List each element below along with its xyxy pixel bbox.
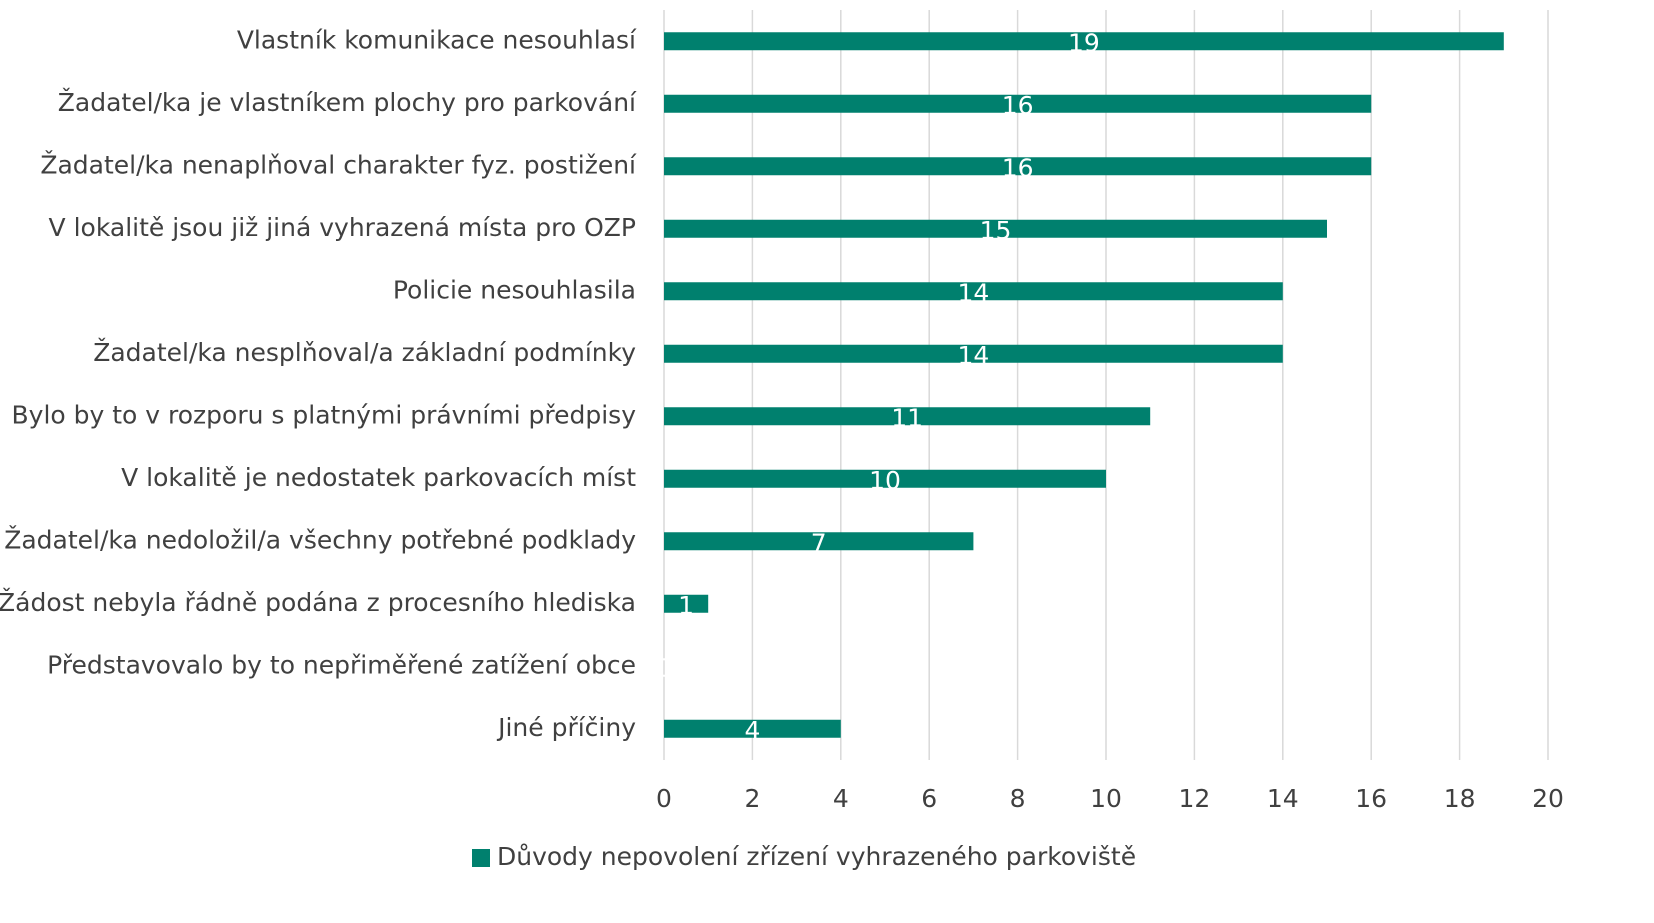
bar — [664, 32, 1504, 51]
bar — [664, 94, 1372, 113]
legend-swatch — [472, 849, 490, 867]
bar — [664, 157, 1372, 176]
x-tick-label: 18 — [1444, 784, 1476, 813]
y-tick-label: Policie nesouhlasila — [393, 275, 636, 304]
data-label: 14 — [957, 341, 989, 370]
data-label: 0 — [656, 653, 672, 682]
data-label: 15 — [980, 216, 1012, 245]
data-label: 14 — [957, 278, 989, 307]
bar — [664, 719, 841, 738]
y-tick-label: Žadatel/ka je vlastníkem plochy pro park… — [58, 88, 637, 117]
x-tick-label: 0 — [656, 784, 672, 813]
legend-label: Důvody nepovolení zřízení vyhrazeného pa… — [497, 842, 1136, 871]
y-tick-label: V lokalitě je nedostatek parkovacích mís… — [121, 463, 636, 492]
bar — [664, 407, 1151, 426]
data-label: 10 — [869, 466, 901, 495]
y-tick-label: Žadatel/ka nenaplňoval charakter fyz. po… — [40, 150, 637, 179]
x-tick-label: 10 — [1090, 784, 1122, 813]
bar — [664, 282, 1283, 301]
y-tick-label: Představovalo by to nepřiměřené zatížení… — [47, 650, 636, 679]
bar — [664, 594, 709, 613]
x-tick-label: 2 — [744, 784, 760, 813]
y-tick-label: Vlastník komunikace nesouhlasí — [237, 25, 637, 54]
x-tick-label: 20 — [1532, 784, 1564, 813]
x-tick-label: 8 — [1010, 784, 1026, 813]
x-tick-label: 12 — [1178, 784, 1210, 813]
bar — [664, 344, 1283, 363]
data-label: 4 — [744, 716, 760, 745]
data-label: 16 — [1002, 153, 1034, 182]
bar — [664, 532, 974, 551]
x-tick-label: 14 — [1267, 784, 1299, 813]
y-tick-label: V lokalitě jsou již jiná vyhrazená místa… — [49, 213, 636, 242]
data-label: 16 — [1002, 91, 1034, 120]
y-tick-label: Bylo by to v rozporu s platnými právními… — [12, 400, 637, 429]
y-tick-label: Žadatel/ka nedoložil/a všechny potřebné … — [4, 525, 636, 554]
data-label: 1 — [678, 591, 694, 620]
y-tick-label: Jiné příčiny — [496, 713, 636, 742]
x-tick-label: 6 — [921, 784, 937, 813]
y-tick-label: Žadatel/ka nesplňoval/a základní podmínk… — [93, 338, 636, 367]
data-label: 19 — [1068, 28, 1100, 57]
data-label: 11 — [891, 403, 923, 432]
x-tick-label: 4 — [833, 784, 849, 813]
x-tick-label: 16 — [1355, 784, 1387, 813]
y-tick-label: Žádost nebyla řádně podána z procesního … — [0, 588, 636, 617]
bar — [664, 219, 1327, 238]
data-label: 7 — [811, 528, 827, 557]
bar — [664, 469, 1106, 488]
